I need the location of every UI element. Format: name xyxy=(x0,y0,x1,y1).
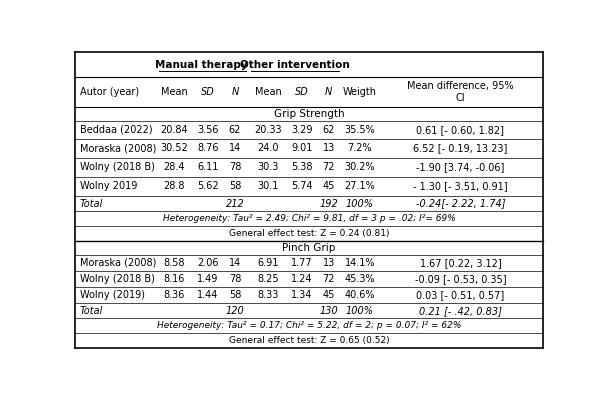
Text: 28.4: 28.4 xyxy=(163,162,185,172)
Text: 192: 192 xyxy=(320,198,338,209)
Text: 212: 212 xyxy=(226,198,244,209)
Text: 14: 14 xyxy=(229,143,241,153)
Text: 58: 58 xyxy=(229,290,241,300)
Text: 40.6%: 40.6% xyxy=(345,290,375,300)
Text: 5.38: 5.38 xyxy=(291,162,313,172)
Text: 8.25: 8.25 xyxy=(257,274,279,284)
Text: 5.62: 5.62 xyxy=(197,181,219,191)
Text: Wolny 2019: Wolny 2019 xyxy=(80,181,137,191)
Text: 62: 62 xyxy=(229,125,241,135)
Text: 7.2%: 7.2% xyxy=(348,143,372,153)
Text: 30.3: 30.3 xyxy=(257,162,279,172)
Text: 8.58: 8.58 xyxy=(163,258,185,268)
Text: 1.44: 1.44 xyxy=(197,290,219,300)
Text: Weigth: Weigth xyxy=(343,87,377,97)
Text: 3.29: 3.29 xyxy=(291,125,313,135)
Text: 58: 58 xyxy=(229,181,241,191)
Text: Mean difference, 95%
CI: Mean difference, 95% CI xyxy=(407,81,514,103)
Text: 78: 78 xyxy=(229,162,241,172)
Text: 0.21 [- .42, 0.83]: 0.21 [- .42, 0.83] xyxy=(419,306,502,316)
Text: Wolny (2019): Wolny (2019) xyxy=(80,290,145,300)
Text: Grip Strength: Grip Strength xyxy=(274,109,344,119)
Text: 14: 14 xyxy=(229,258,241,268)
Text: Heterogeneity: Tau² = 0.17; Chi² = 5.22, df = 2; p = 0.07; I² = 62%: Heterogeneity: Tau² = 0.17; Chi² = 5.22,… xyxy=(157,321,461,330)
Text: Pinch Grip: Pinch Grip xyxy=(282,243,336,253)
Text: 45.3%: 45.3% xyxy=(345,274,375,284)
Text: 20.33: 20.33 xyxy=(254,125,282,135)
Text: 72: 72 xyxy=(323,274,335,284)
Text: Total: Total xyxy=(80,306,104,316)
Text: 100%: 100% xyxy=(346,198,374,209)
Text: 1.34: 1.34 xyxy=(291,290,313,300)
Text: Wolny (2018 B): Wolny (2018 B) xyxy=(80,274,155,284)
Text: 6.91: 6.91 xyxy=(257,258,279,268)
Text: N: N xyxy=(232,87,239,97)
Text: 130: 130 xyxy=(320,306,338,316)
Text: 72: 72 xyxy=(323,162,335,172)
Text: Other intervention: Other intervention xyxy=(240,60,350,70)
Text: 35.5%: 35.5% xyxy=(344,125,375,135)
Text: Total: Total xyxy=(80,198,104,209)
Text: 6.52 [- 0.19, 13.23]: 6.52 [- 0.19, 13.23] xyxy=(413,143,508,153)
Text: 8.36: 8.36 xyxy=(163,290,185,300)
Text: 24.0: 24.0 xyxy=(257,143,279,153)
Text: 2.06: 2.06 xyxy=(197,258,219,268)
Text: General effect test: Z = 0.65 (0.52): General effect test: Z = 0.65 (0.52) xyxy=(229,336,390,345)
Text: SD: SD xyxy=(295,87,309,97)
Text: 8.33: 8.33 xyxy=(257,290,279,300)
Text: 1.24: 1.24 xyxy=(291,274,313,284)
Text: Mean: Mean xyxy=(161,87,188,97)
Text: 30.52: 30.52 xyxy=(160,143,188,153)
Text: General effect test: Z = 0.24 (0.81): General effect test: Z = 0.24 (0.81) xyxy=(229,229,390,238)
Text: -0.09 [- 0.53, 0.35]: -0.09 [- 0.53, 0.35] xyxy=(415,274,507,284)
Text: 13: 13 xyxy=(323,258,335,268)
Text: 78: 78 xyxy=(229,274,241,284)
Text: 30.2%: 30.2% xyxy=(345,162,375,172)
Text: SD: SD xyxy=(201,87,215,97)
Text: 100%: 100% xyxy=(346,306,374,316)
Text: 45: 45 xyxy=(323,290,335,300)
Text: 28.8: 28.8 xyxy=(163,181,185,191)
Text: -0.24[- 2.22, 1.74]: -0.24[- 2.22, 1.74] xyxy=(415,198,505,209)
Text: 9.01: 9.01 xyxy=(291,143,313,153)
Text: 8.76: 8.76 xyxy=(197,143,219,153)
Text: Manual therapy: Manual therapy xyxy=(155,60,247,70)
Text: Moraska (2008): Moraska (2008) xyxy=(80,143,156,153)
Text: Autor (year): Autor (year) xyxy=(80,87,139,97)
Text: 1.67 [0.22, 3.12]: 1.67 [0.22, 3.12] xyxy=(420,258,501,268)
Text: Mean: Mean xyxy=(255,87,282,97)
Text: Moraska (2008): Moraska (2008) xyxy=(80,258,156,268)
Text: Wolny (2018 B): Wolny (2018 B) xyxy=(80,162,155,172)
Text: - 1.30 [- 3.51, 0.91]: - 1.30 [- 3.51, 0.91] xyxy=(413,181,508,191)
Text: 6.11: 6.11 xyxy=(197,162,219,172)
Text: 45: 45 xyxy=(323,181,335,191)
Text: Beddaa (2022): Beddaa (2022) xyxy=(80,125,153,135)
Text: 1.49: 1.49 xyxy=(197,274,219,284)
Text: 1.77: 1.77 xyxy=(291,258,313,268)
Text: 3.56: 3.56 xyxy=(197,125,219,135)
Text: 20.84: 20.84 xyxy=(160,125,188,135)
Text: 0.03 [- 0.51, 0.57]: 0.03 [- 0.51, 0.57] xyxy=(416,290,505,300)
Text: 13: 13 xyxy=(323,143,335,153)
Text: 30.1: 30.1 xyxy=(257,181,279,191)
Text: Heterogeneity: Tau² = 2.49; Chi² = 9.81, df = 3 p = .02; I²= 69%: Heterogeneity: Tau² = 2.49; Chi² = 9.81,… xyxy=(163,214,455,223)
Text: 14.1%: 14.1% xyxy=(345,258,375,268)
Text: 120: 120 xyxy=(226,306,244,316)
Text: 5.74: 5.74 xyxy=(291,181,313,191)
Text: 0.61 [- 0.60, 1.82]: 0.61 [- 0.60, 1.82] xyxy=(417,125,505,135)
Text: 27.1%: 27.1% xyxy=(344,181,375,191)
Text: -1.90 [3.74, -0.06]: -1.90 [3.74, -0.06] xyxy=(416,162,505,172)
Text: N: N xyxy=(325,87,332,97)
Text: 8.16: 8.16 xyxy=(163,274,185,284)
Text: 62: 62 xyxy=(323,125,335,135)
